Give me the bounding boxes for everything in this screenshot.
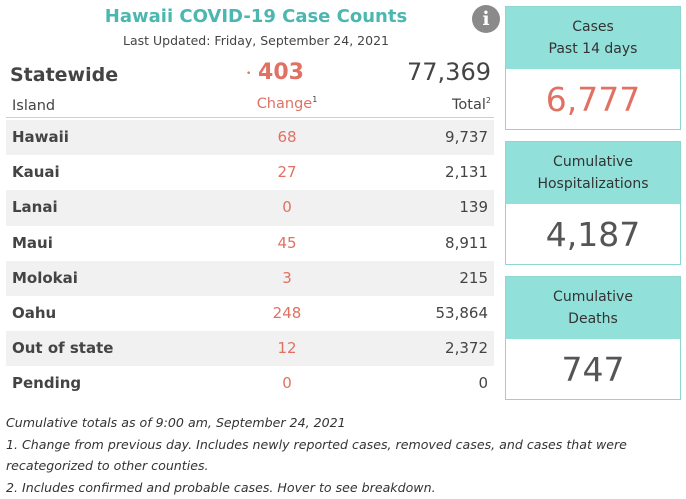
island-total[interactable]: 2,372	[445, 339, 488, 358]
deaths-card: Cumulative Deaths 747	[505, 276, 681, 400]
footnotes: Cumulative totals as of 9:00 am, Septemb…	[6, 412, 676, 498]
column-header-island: Island	[12, 98, 56, 114]
table-header: Island Change1 Total2	[6, 92, 494, 118]
island-change: 68	[277, 128, 297, 146]
card-title-line1: Cumulative	[553, 154, 633, 170]
island-change: 3	[282, 268, 292, 287]
island-name: Lanai	[12, 198, 58, 217]
info-icon[interactable]: i	[472, 5, 500, 33]
column-header-total: Total2	[452, 96, 491, 113]
statewide-row: Statewide • 403 77,369	[6, 58, 494, 92]
island-name: Oahu	[12, 303, 57, 322]
table-row[interactable]: Molokai 3 215	[6, 260, 494, 296]
card-title-line1: Cases	[572, 19, 614, 35]
column-header-total-label: Total	[452, 96, 486, 113]
island-total[interactable]: 8,911	[445, 233, 488, 252]
island-name: Pending	[12, 374, 82, 393]
footnote-as-of: Cumulative totals as of 9:00 am, Septemb…	[6, 415, 346, 430]
last-updated-text: Last Updated: Friday, September 24, 2021	[123, 33, 389, 48]
statewide-dot: •	[246, 69, 252, 79]
hospitalizations-card: Cumulative Hospitalizations 4,187	[505, 141, 681, 265]
column-header-change-label: Change	[256, 95, 313, 112]
footnote-marker-1: 1	[312, 95, 318, 104]
island-name: Out of state	[12, 339, 114, 358]
island-change: 248	[272, 303, 302, 322]
column-header-change: Change1	[251, 95, 323, 112]
table-row[interactable]: Pending 0 0	[6, 366, 494, 401]
dashboard-title: Hawaii COVID-19 Case Counts	[104, 6, 408, 27]
statewide-change: 403	[258, 60, 304, 85]
footnote-2: 2. Includes confirmed and probable cases…	[6, 479, 436, 495]
island-total[interactable]: 9,737	[445, 128, 488, 146]
island-change: 0	[282, 198, 292, 217]
card-title-line2: Hospitalizations	[537, 176, 649, 192]
island-table: Hawaii 68 9,737 Kauai 27 2,131 Lanai 0 1…	[6, 120, 494, 402]
cases-14-days-value: 6,777	[545, 79, 641, 119]
island-change: 12	[277, 339, 297, 358]
table-row[interactable]: Hawaii 68 9,737	[6, 120, 494, 156]
card-header: Cumulative Hospitalizations	[506, 142, 680, 204]
statewide-label: Statewide	[10, 64, 119, 86]
island-name: Molokai	[12, 268, 78, 287]
island-name: Maui	[12, 233, 53, 252]
island-total[interactable]: 215	[459, 268, 488, 287]
island-change: 27	[277, 163, 297, 182]
deaths-value: 747	[561, 349, 625, 389]
island-total[interactable]: 139	[459, 198, 488, 217]
statewide-total: 77,369	[407, 58, 491, 86]
island-name: Hawaii	[12, 128, 69, 146]
island-name: Kauai	[12, 163, 60, 182]
table-row[interactable]: Out of state 12 2,372	[6, 331, 494, 367]
island-total[interactable]: 2,131	[445, 163, 488, 182]
table-row[interactable]: Oahu 248 53,864	[6, 296, 494, 331]
cases-14-days-card: Cases Past 14 days 6,777	[505, 6, 681, 130]
card-title-line2: Deaths	[568, 311, 618, 327]
card-header: Cases Past 14 days	[506, 7, 680, 69]
island-total[interactable]: 0	[478, 374, 488, 393]
footnote-1: 1. Change from previous day. Includes ne…	[6, 436, 627, 474]
card-header: Cumulative Deaths	[506, 277, 680, 339]
island-total[interactable]: 53,864	[435, 303, 489, 322]
table-row[interactable]: Maui 45 8,911	[6, 226, 494, 261]
card-title-line1: Cumulative	[553, 289, 633, 305]
table-row[interactable]: Kauai 27 2,131	[6, 155, 494, 190]
card-title-line2: Past 14 days	[548, 41, 638, 57]
footnote-marker-2: 2	[485, 96, 491, 105]
island-change: 0	[282, 374, 292, 393]
case-counts-panel: Hawaii COVID-19 Case Counts Last Updated…	[6, 0, 500, 410]
island-change: 45	[277, 233, 297, 252]
table-row[interactable]: Lanai 0 139	[6, 190, 494, 226]
hospitalizations-value: 4,187	[545, 214, 641, 254]
